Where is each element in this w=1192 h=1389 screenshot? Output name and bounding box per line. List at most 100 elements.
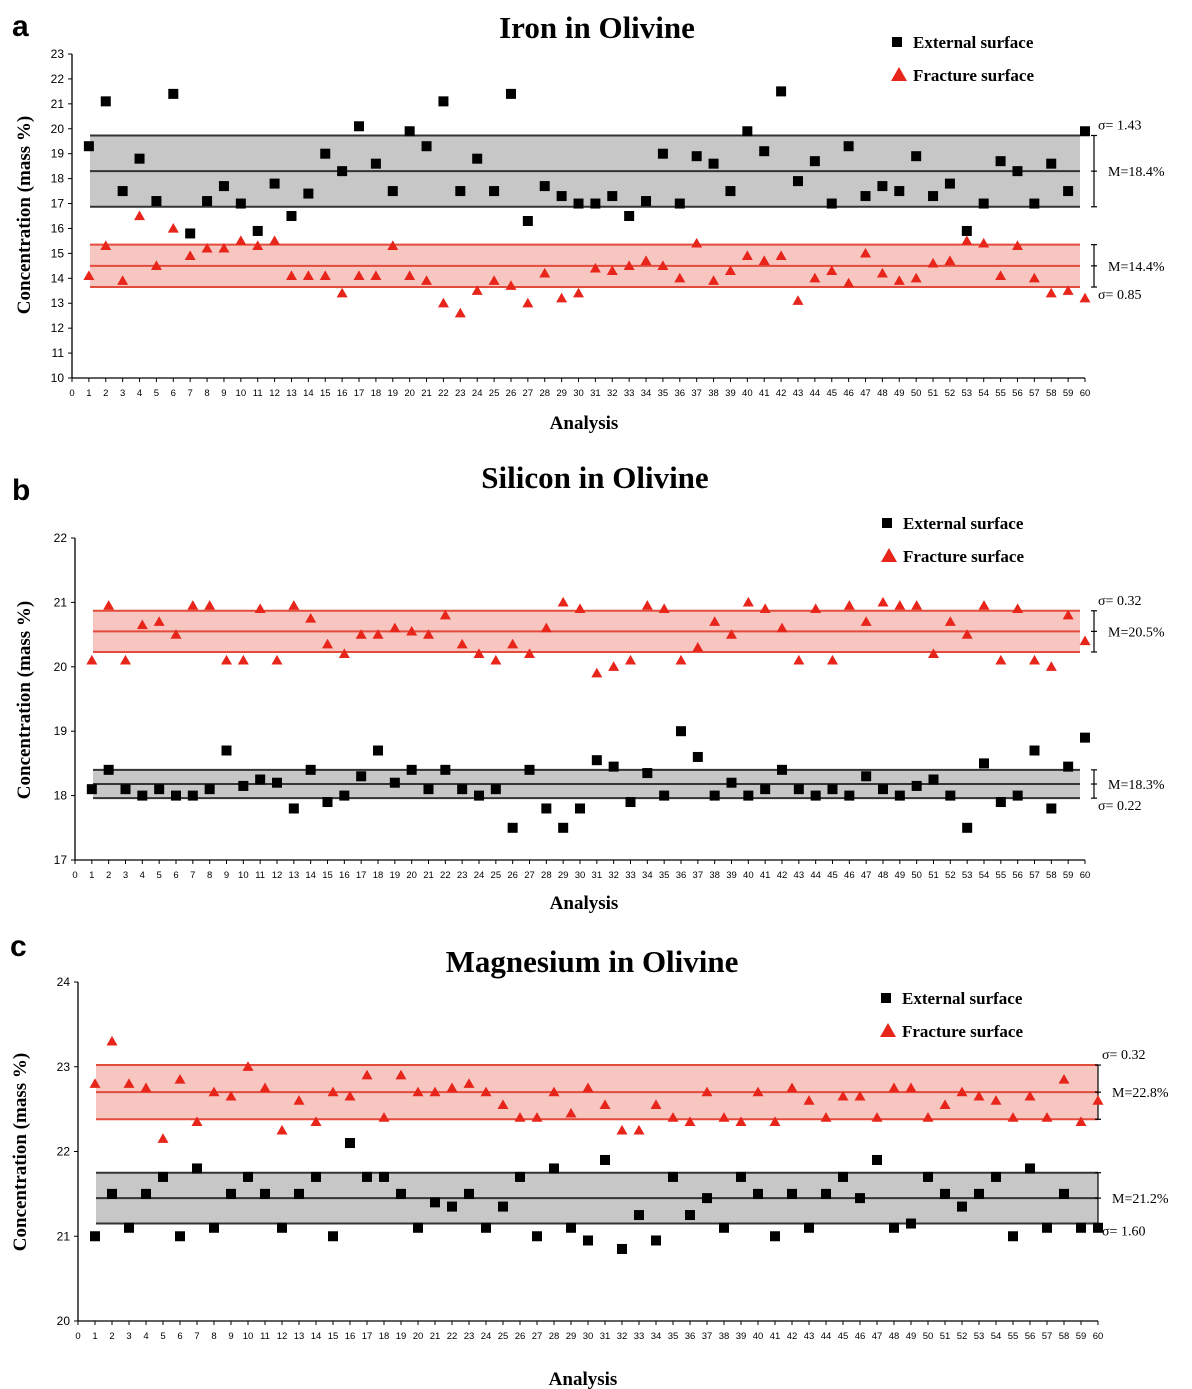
external-surface-point bbox=[566, 1222, 576, 1233]
fracture-surface-point bbox=[134, 210, 146, 221]
fracture-surface-point bbox=[1045, 287, 1057, 298]
fracture-surface-point bbox=[650, 1099, 662, 1110]
external-surface-point bbox=[107, 1188, 117, 1199]
y-tick-label: 20 bbox=[54, 660, 68, 674]
external-surface-point bbox=[894, 186, 905, 197]
x-tick-label: 58 bbox=[1046, 388, 1057, 399]
fracture-surface-point bbox=[556, 292, 568, 303]
external-surface-point bbox=[226, 1188, 236, 1199]
fracture-surface-point bbox=[939, 1099, 951, 1110]
x-tick-label: 41 bbox=[770, 1331, 781, 1342]
fracture-surface-point bbox=[724, 265, 736, 275]
external-surface-point bbox=[685, 1210, 695, 1221]
y-tick-label: 20 bbox=[51, 122, 65, 136]
external-surface-point bbox=[624, 211, 635, 221]
x-tick-label: 19 bbox=[387, 388, 398, 399]
fracture-surface-point bbox=[1041, 1112, 1053, 1122]
fracture-surface-point bbox=[86, 654, 98, 665]
external-surface-point bbox=[238, 780, 249, 791]
fracture-surface-point bbox=[809, 272, 821, 283]
external-surface-point bbox=[1059, 1188, 1069, 1199]
fracture-surface-point bbox=[423, 629, 434, 639]
fracture-surface-point bbox=[735, 1116, 747, 1126]
fracture-surface-point bbox=[89, 1078, 101, 1088]
external-surface-point bbox=[440, 764, 451, 775]
fracture-surface-point bbox=[123, 1078, 135, 1088]
chart-silicon-in-olivine: b Silicon in Olivine M=20.5% σ= 0.32 M=18.3%… bbox=[12, 460, 1165, 914]
fracture-surface-point bbox=[355, 629, 367, 639]
x-tick-label: 26 bbox=[506, 388, 517, 399]
fracture-surface-point bbox=[792, 295, 804, 305]
x-tick-label: 53 bbox=[962, 388, 973, 399]
external-surface-point bbox=[961, 225, 972, 236]
fracture-surface-point bbox=[633, 1124, 645, 1135]
external-surface-point bbox=[860, 191, 871, 202]
x-tick-label: 23 bbox=[455, 388, 466, 399]
fracture-surface-point bbox=[395, 1069, 407, 1080]
fracture-surface-point bbox=[793, 654, 805, 665]
fracture-surface-point bbox=[208, 1086, 220, 1097]
x-tick-label: 10 bbox=[236, 388, 247, 399]
external-surface-point bbox=[995, 156, 1006, 167]
external-surface-point bbox=[804, 1222, 814, 1233]
external-surface-point bbox=[844, 790, 855, 801]
fracture-surface-point bbox=[505, 280, 517, 290]
x-tick-label: 48 bbox=[889, 1331, 900, 1342]
x-tick-label: 47 bbox=[860, 388, 871, 399]
fracture-surface-point bbox=[640, 255, 652, 265]
x-tick-label: 18 bbox=[379, 1331, 390, 1342]
x-tick-label: 18 bbox=[371, 388, 382, 399]
fracture-surface-point bbox=[608, 661, 620, 671]
fracture-surface-point bbox=[910, 272, 922, 283]
external-surface-point bbox=[305, 764, 316, 775]
x-tick-label: 36 bbox=[676, 870, 687, 881]
external-surface-point bbox=[792, 176, 803, 187]
fracture-surface-point bbox=[1024, 1090, 1036, 1101]
fracture-surface-point bbox=[187, 600, 199, 610]
y-tick-label: 22 bbox=[51, 72, 65, 86]
fracture-surface-point bbox=[776, 622, 788, 633]
external-surface-point bbox=[591, 755, 602, 766]
x-tick-label: 52 bbox=[945, 388, 956, 399]
x-tick-label: 10 bbox=[243, 1331, 254, 1342]
x-tick-label: 45 bbox=[826, 388, 837, 399]
x-tick-label: 56 bbox=[1025, 1331, 1036, 1342]
external-surface-point bbox=[532, 1231, 542, 1242]
x-tick-label: 42 bbox=[787, 1331, 798, 1342]
x-tick-label: 6 bbox=[177, 1331, 182, 1342]
legend-square-icon bbox=[882, 518, 892, 528]
x-tick-label: 59 bbox=[1063, 870, 1074, 881]
x-tick-label: 16 bbox=[345, 1331, 356, 1342]
external-surface-point bbox=[356, 771, 367, 782]
external-surface-point bbox=[404, 126, 415, 137]
x-tick-label: 47 bbox=[872, 1331, 883, 1342]
fracture-surface-point bbox=[709, 616, 721, 626]
fracture-surface-point bbox=[843, 277, 855, 288]
external-surface-point bbox=[709, 790, 720, 801]
y-tick-label: 18 bbox=[54, 789, 68, 803]
external-surface-point bbox=[423, 784, 434, 795]
fracture-surface-point bbox=[860, 616, 872, 626]
external-surface-point bbox=[558, 822, 569, 833]
fracture-surface-point bbox=[616, 1124, 628, 1135]
chart-iron-in-olivine: a Iron in Olivine M=18.4% σ= 1.43 M=14.4% σ= … bbox=[12, 10, 1165, 434]
external-surface-point bbox=[979, 758, 989, 769]
x-tick-label: 1 bbox=[92, 1331, 97, 1342]
x-tick-label: 29 bbox=[556, 388, 567, 399]
external-surface-point bbox=[877, 181, 888, 192]
fracture-surface-point bbox=[429, 1086, 441, 1097]
external-surface-point bbox=[362, 1171, 372, 1182]
fracture-surface-point bbox=[338, 648, 350, 659]
external-surface-point bbox=[474, 790, 484, 801]
mean-label: M=20.5% bbox=[1108, 625, 1165, 640]
fracture-surface-point bbox=[437, 297, 449, 308]
y-tick-label: 10 bbox=[51, 371, 65, 385]
x-tick-label: 33 bbox=[634, 1331, 645, 1342]
external-surface-point bbox=[659, 790, 670, 801]
x-tick-label: 41 bbox=[759, 388, 770, 399]
external-surface-point bbox=[515, 1171, 525, 1182]
fracture-surface-point bbox=[389, 622, 401, 633]
x-tick-label: 43 bbox=[804, 1331, 815, 1342]
x-tick-label: 0 bbox=[75, 1331, 80, 1342]
fracture-surface-point bbox=[106, 1035, 118, 1046]
